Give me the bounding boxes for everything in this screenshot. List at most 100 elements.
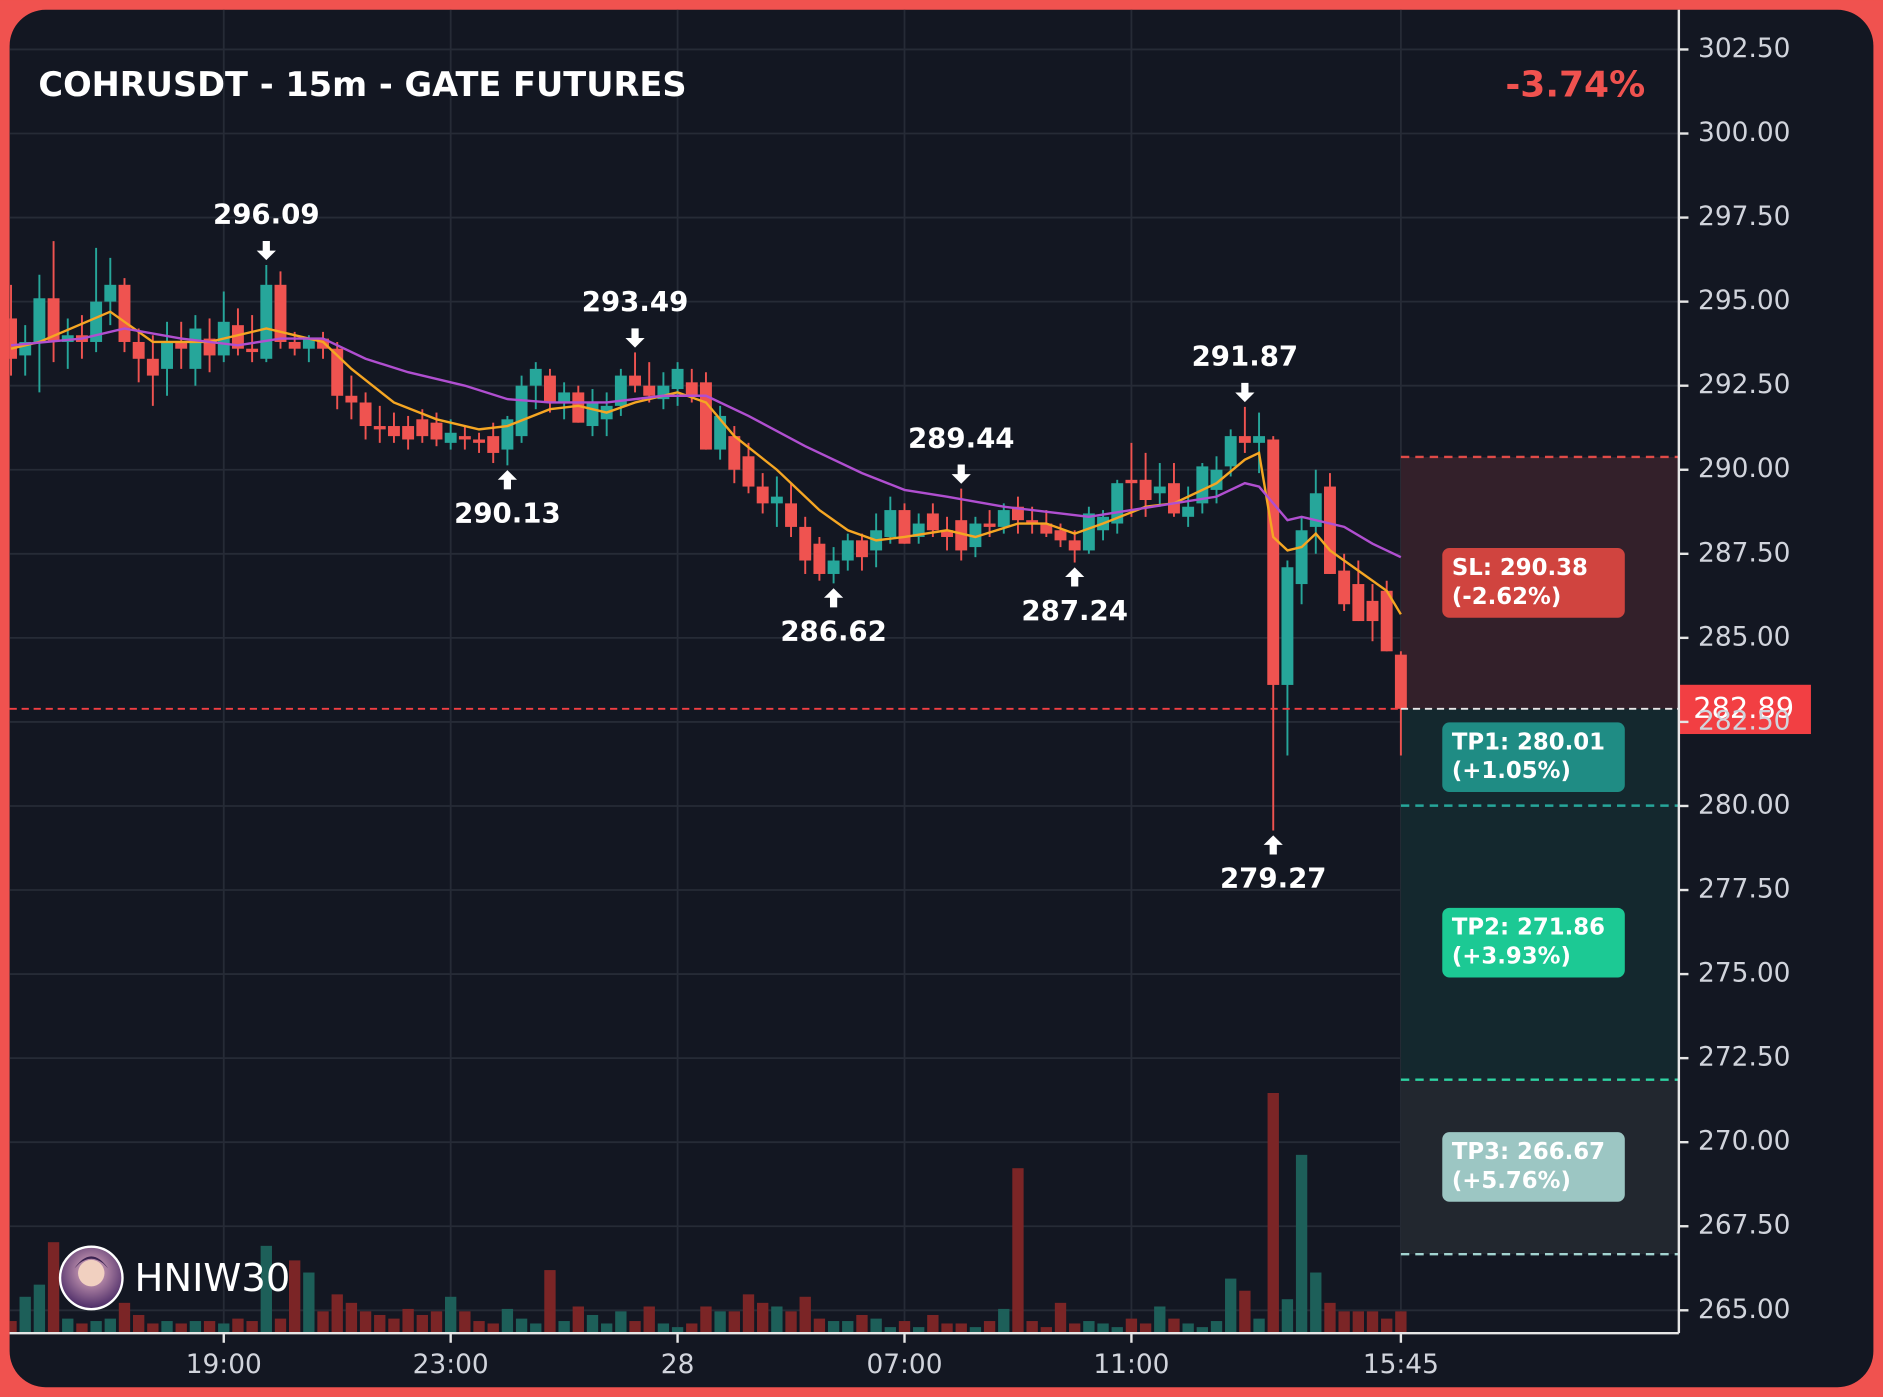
candle-body bbox=[1309, 493, 1322, 527]
volume-bar bbox=[1125, 1318, 1138, 1334]
volume-bar bbox=[232, 1318, 244, 1334]
candle-body bbox=[969, 523, 982, 548]
moving-averages bbox=[10, 310, 1402, 615]
candle-body bbox=[104, 284, 117, 302]
candle-body bbox=[1324, 486, 1336, 574]
candle-body bbox=[1012, 506, 1024, 521]
candle-body bbox=[90, 301, 103, 342]
volume-bar bbox=[530, 1323, 542, 1334]
watermark-text: HNIW30 bbox=[135, 1256, 291, 1301]
volume-bar bbox=[601, 1323, 613, 1334]
candle-body bbox=[955, 520, 968, 551]
y-tick-label: 300.00 bbox=[1698, 117, 1790, 148]
volume-bar bbox=[274, 1318, 287, 1334]
volume-bar bbox=[1054, 1302, 1067, 1334]
annotation-arrow bbox=[256, 240, 276, 261]
candle-body bbox=[161, 341, 173, 369]
volume-bar bbox=[288, 1260, 301, 1334]
volume-bar bbox=[1040, 1327, 1052, 1334]
annotation-arrow bbox=[625, 328, 645, 348]
volume-bar bbox=[203, 1321, 216, 1334]
candle-body bbox=[416, 419, 429, 437]
candle-body bbox=[1068, 540, 1081, 551]
volume-bar bbox=[1069, 1323, 1081, 1334]
candle-body bbox=[231, 325, 244, 349]
candle-body bbox=[189, 328, 202, 369]
x-tick-label: 19:00 bbox=[186, 1349, 262, 1380]
volume-bar bbox=[132, 1314, 145, 1334]
candle-body bbox=[926, 513, 939, 531]
candle-body bbox=[898, 510, 911, 544]
levels: SL: 290.38 (-2.62%) TP1: 280.01 (+1.05%) TP2… bbox=[9, 455, 1811, 1256]
volume-bar bbox=[1012, 1168, 1024, 1334]
volume-bar bbox=[118, 1302, 131, 1334]
avatar-face bbox=[78, 1259, 105, 1287]
volume-bar bbox=[1338, 1311, 1350, 1334]
chart-title: COHRUSDT - 15m - GATE FUTURES bbox=[38, 65, 686, 104]
candle-body bbox=[1082, 513, 1095, 551]
candle-body bbox=[1168, 483, 1180, 514]
y-tick-label: 280.00 bbox=[1698, 789, 1790, 820]
volume-bar bbox=[9, 1321, 17, 1334]
annotation-arrow bbox=[497, 470, 518, 490]
candle-body bbox=[827, 560, 840, 574]
volume-bar bbox=[104, 1318, 116, 1334]
volume-bar bbox=[1111, 1327, 1123, 1334]
candle-body bbox=[501, 419, 514, 450]
volume-bar bbox=[955, 1323, 967, 1334]
candle-body bbox=[331, 348, 344, 396]
annotation-label: 279.27 bbox=[1220, 862, 1327, 895]
watermark: HNIW30 bbox=[58, 1245, 291, 1311]
volume-bar bbox=[728, 1311, 740, 1334]
volume-bar bbox=[1366, 1311, 1379, 1334]
candle-body bbox=[246, 348, 259, 353]
candle-body bbox=[1054, 530, 1067, 541]
candle-body bbox=[1026, 520, 1039, 524]
candle-body bbox=[770, 496, 783, 504]
level-box bbox=[1442, 722, 1625, 793]
candle-body bbox=[529, 368, 542, 386]
volume-bar bbox=[771, 1306, 783, 1334]
candle-body bbox=[1182, 506, 1195, 517]
volume-bar bbox=[430, 1311, 443, 1334]
x-tick-label: 07:00 bbox=[866, 1349, 942, 1380]
candle-body bbox=[671, 368, 684, 390]
volume-bar bbox=[1281, 1299, 1294, 1334]
volume-bar bbox=[345, 1302, 358, 1334]
volume-bar bbox=[260, 1245, 272, 1334]
candle-body bbox=[345, 395, 358, 403]
candle-body bbox=[118, 284, 131, 342]
candle-body bbox=[373, 426, 386, 430]
candle-body bbox=[473, 439, 485, 443]
annotation-label: 293.49 bbox=[582, 285, 689, 318]
x-tick-label: 23:00 bbox=[413, 1349, 489, 1380]
volume-bar bbox=[1239, 1290, 1251, 1334]
volume-bar bbox=[1295, 1154, 1308, 1334]
volume-bar bbox=[189, 1321, 202, 1334]
level-label: SL: 290.38 bbox=[1452, 555, 1588, 581]
x-tick-label: 15:45 bbox=[1363, 1349, 1439, 1380]
candle-body bbox=[1253, 436, 1266, 443]
candle-body bbox=[1338, 570, 1351, 605]
annotation-label: 286.62 bbox=[780, 615, 887, 648]
volume-bar bbox=[416, 1314, 428, 1334]
annotation-arrow bbox=[1065, 567, 1085, 587]
candle-body bbox=[884, 510, 897, 537]
volume-bar bbox=[856, 1314, 868, 1334]
volume-bar bbox=[1097, 1323, 1109, 1334]
candle-body bbox=[132, 341, 145, 359]
candle-body bbox=[1125, 479, 1138, 484]
candle-body bbox=[841, 540, 854, 561]
volume-bar bbox=[927, 1314, 939, 1334]
candle-body bbox=[1238, 436, 1251, 443]
ma-line bbox=[10, 310, 1402, 615]
volume-bar bbox=[714, 1311, 726, 1334]
volume-bar bbox=[1196, 1327, 1209, 1334]
y-tick-label: 265.00 bbox=[1698, 1294, 1790, 1325]
candle-body bbox=[9, 318, 17, 359]
current-price-label: 282.89 bbox=[1693, 691, 1794, 725]
candle-body bbox=[855, 540, 868, 558]
volume-bar bbox=[813, 1318, 826, 1334]
volume-bar bbox=[303, 1272, 315, 1334]
volume-bar bbox=[76, 1323, 88, 1334]
